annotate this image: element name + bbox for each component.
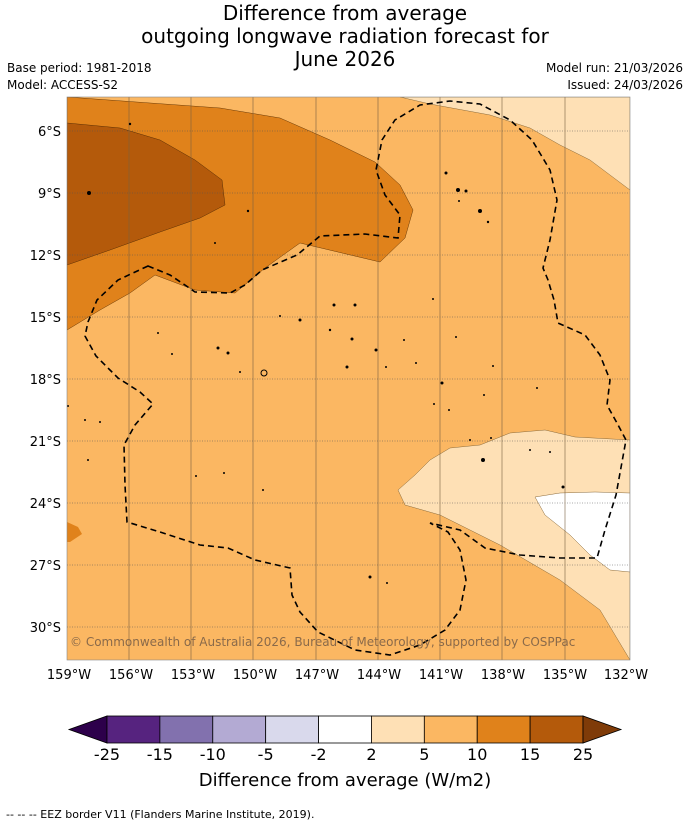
lon-label: 147°W xyxy=(295,668,339,683)
lat-label: 18°S xyxy=(30,373,61,388)
title-line-2: outgoing longwave radiation forecast for xyxy=(141,24,549,48)
colorbar-tick-label: 5 xyxy=(419,745,430,764)
base-period: Base period: 1981-2018 xyxy=(7,61,152,75)
colorbar-tick-label: -5 xyxy=(257,745,274,764)
colorbar xyxy=(67,715,623,744)
colorbar-tick-label: 2 xyxy=(366,745,377,764)
lon-label: 141°W xyxy=(419,668,463,683)
colorbar-underflow-arrow xyxy=(67,715,108,744)
colorbar-title: Difference from average (W/m2) xyxy=(198,770,492,791)
eez-border xyxy=(84,100,627,656)
lat-label: 30°S xyxy=(30,621,61,636)
colorbar-bin xyxy=(159,715,214,744)
lon-label: 132°W xyxy=(604,668,648,683)
colorbar-bin xyxy=(423,715,478,744)
lon-label: 150°W xyxy=(233,668,277,683)
anomaly-field-under-2 xyxy=(534,491,630,573)
colorbar-bin xyxy=(212,715,267,744)
colorbar-bin xyxy=(265,715,319,744)
lat-label: 21°S xyxy=(30,435,61,450)
colorbar-tick-label: -2 xyxy=(310,745,327,764)
colorbar-bin xyxy=(371,715,425,744)
colorbar-tick-label: 15 xyxy=(519,745,541,764)
colorbar-bin xyxy=(476,715,531,744)
colorbar-tick-label: 25 xyxy=(572,745,594,764)
lon-label: 156°W xyxy=(109,668,153,683)
anomaly-field-15-25 xyxy=(67,122,226,266)
anomaly-field-10-15-patch xyxy=(67,522,82,542)
colorbar-tick-label: 10 xyxy=(467,745,488,764)
colorbar-tick-label: -25 xyxy=(93,745,121,764)
meridians xyxy=(128,97,566,660)
title-line-3: June 2026 xyxy=(294,47,396,71)
lon-label: 144°W xyxy=(357,668,401,683)
lon-label: 159°W xyxy=(47,668,91,683)
colorbar-overflow-arrow xyxy=(582,715,623,744)
lat-label: 9°S xyxy=(38,187,61,202)
lat-label: 6°S xyxy=(38,125,61,140)
lon-label: 135°W xyxy=(543,668,587,683)
map-area xyxy=(67,97,630,660)
eez-legend: -- -- -- EEZ border V11 (Flanders Marine… xyxy=(6,808,315,821)
lat-label: 27°S xyxy=(30,559,61,574)
lon-label: 153°W xyxy=(171,668,215,683)
copyright-notice: © Commonwealth of Australia 2026, Bureau… xyxy=(70,635,575,649)
issued-date: Issued: 24/03/2026 xyxy=(567,78,683,92)
anomaly-field-2-5-north xyxy=(399,97,630,191)
lat-label: 24°S xyxy=(30,497,61,512)
colorbar-bin xyxy=(529,715,584,744)
colorbar-bin xyxy=(318,715,372,744)
lon-label: 138°W xyxy=(481,668,525,683)
colorbar-bin xyxy=(106,715,161,744)
lat-label: 15°S xyxy=(30,311,61,326)
title-line-1: Difference from average xyxy=(222,1,468,25)
lat-label: 12°S xyxy=(30,249,61,264)
colorbar-tick-label: -10 xyxy=(199,745,226,764)
islands xyxy=(67,122,565,584)
colorbar-tick-label: -15 xyxy=(146,745,173,764)
anomaly-field-2-5-south xyxy=(397,429,630,660)
model-name: Model: ACCESS-S2 xyxy=(7,78,119,92)
model-run: Model run: 21/03/2026 xyxy=(545,61,683,75)
